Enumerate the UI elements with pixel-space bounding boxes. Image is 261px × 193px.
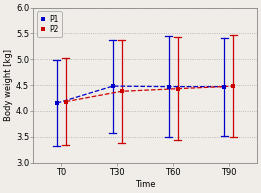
Y-axis label: Body weight [kg]: Body weight [kg] [4,49,13,121]
X-axis label: Time: Time [135,180,155,189]
Legend: P1, P2: P1, P2 [37,12,62,37]
